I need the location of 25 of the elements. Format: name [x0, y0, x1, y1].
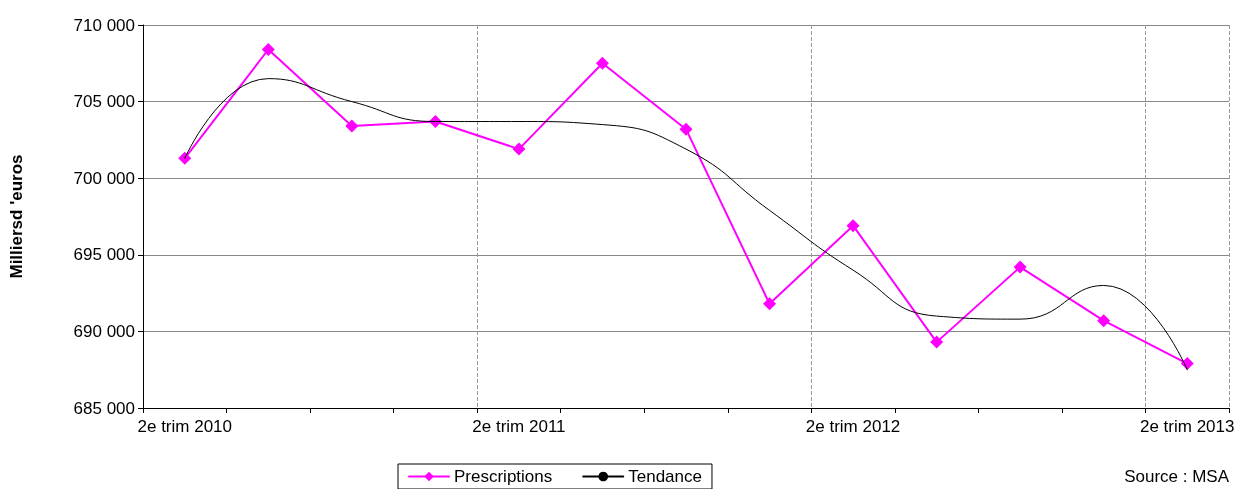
point — [595, 56, 609, 70]
point — [261, 43, 275, 57]
y-tick-label: 700 000 — [73, 168, 135, 188]
y-tick-label: 695 000 — [73, 245, 135, 265]
point — [1013, 260, 1027, 274]
point — [178, 151, 192, 165]
y-tick-label: 710 000 — [73, 15, 135, 35]
y-axis-title: Milliersd 'euros — [7, 154, 26, 279]
point — [512, 142, 526, 156]
y-tick-label: 690 000 — [73, 321, 135, 341]
point — [679, 122, 693, 136]
y-tick-label: 705 000 — [73, 92, 135, 112]
point — [930, 335, 944, 349]
source-note: Source : MSA — [1124, 467, 1230, 486]
x-tick-label: 2e trim 2010 — [137, 417, 233, 436]
point — [1097, 314, 1111, 328]
point — [345, 119, 359, 133]
point — [846, 219, 860, 233]
y-tick-label: 685 000 — [73, 398, 135, 418]
x-tick-label: 2e trim 2012 — [805, 417, 901, 436]
point — [763, 297, 777, 311]
legend-label: Tendance — [628, 467, 702, 486]
legend-label: Prescriptions — [454, 467, 553, 486]
x-tick-label: 2e trim 2013 — [1139, 417, 1235, 436]
x-tick-label: 2e trim 2011 — [472, 417, 566, 436]
